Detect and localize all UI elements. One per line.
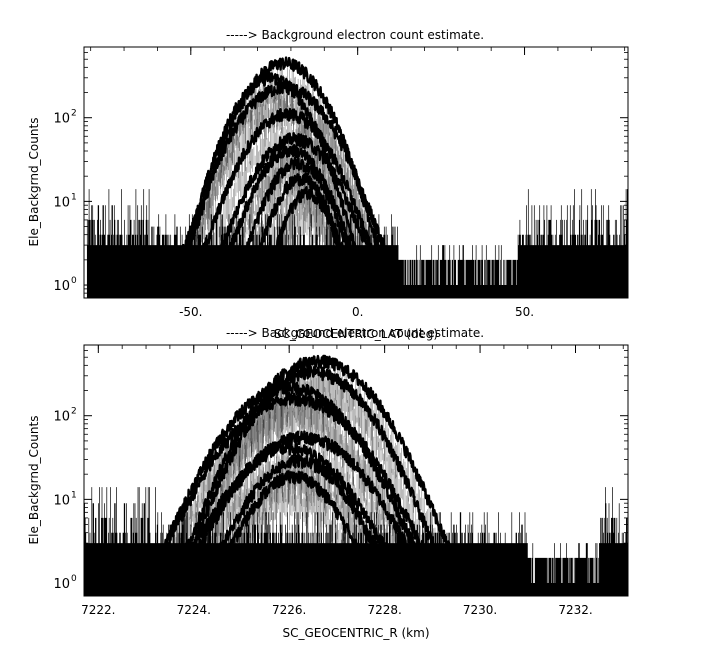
count-curve-scatter-8 bbox=[270, 192, 345, 273]
y-tick-label-exponent: 1 bbox=[71, 192, 77, 202]
count-curve-4 bbox=[213, 132, 376, 271]
plot-frame bbox=[83, 46, 629, 299]
x-tick-label: 7230. bbox=[463, 603, 497, 617]
chart-title: -----> Background electron count estimat… bbox=[226, 326, 484, 340]
chart-panel-radius: -----> Background electron count estimat… bbox=[27, 326, 629, 640]
count-curve-2 bbox=[154, 380, 424, 569]
x-tick-label: 7224. bbox=[177, 603, 211, 617]
chart-panel-latitude: -----> Background electron count estimat… bbox=[27, 28, 629, 341]
y-tick-label-exponent: 2 bbox=[71, 407, 77, 417]
x-axis-label: SC_GEOCENTRIC_R (km) bbox=[283, 626, 430, 640]
x-tick-label: 7232. bbox=[558, 603, 592, 617]
x-tick-label: -50. bbox=[179, 305, 202, 319]
x-tick-label: 7226. bbox=[272, 603, 306, 617]
y-axis-label: Ele_Backgrnd_Counts bbox=[27, 416, 41, 545]
chart-title: -----> Background electron count estimat… bbox=[226, 28, 484, 42]
count-curve-7 bbox=[221, 470, 367, 568]
x-tick-label: 0. bbox=[352, 305, 363, 319]
count-curve-2 bbox=[176, 81, 393, 266]
count-curve-7 bbox=[253, 172, 349, 267]
y-tick-label-exponent: 0 bbox=[71, 276, 77, 286]
count-curve-scatter-7 bbox=[222, 475, 366, 578]
y-tick-label-base: 10 bbox=[53, 577, 70, 592]
y-tick-label-exponent: 0 bbox=[71, 574, 77, 584]
y-tick-label-base: 10 bbox=[53, 112, 70, 127]
y-axis-label: Ele_Backgrnd_Counts bbox=[27, 118, 41, 247]
y-tick-label-base: 10 bbox=[53, 279, 70, 294]
y-tick-label-base: 10 bbox=[53, 493, 70, 508]
plot-area bbox=[86, 56, 628, 298]
count-curve-3 bbox=[154, 391, 434, 566]
x-axis: -50. 0. 50. bbox=[90, 47, 626, 319]
x-tick-label: 7228. bbox=[367, 603, 401, 617]
x-tick-label: 7222. bbox=[81, 603, 115, 617]
count-curve-5 bbox=[223, 144, 359, 267]
x-axis-label: SC_GEOCENTRIC_LAT (deg) bbox=[274, 327, 438, 341]
count-curve-6 bbox=[239, 156, 356, 269]
y-tick-label-base: 10 bbox=[53, 410, 70, 425]
y-tick-label-base: 10 bbox=[53, 195, 70, 210]
count-curve-5 bbox=[183, 441, 395, 568]
count-curve-0 bbox=[178, 354, 458, 568]
count-curve-8 bbox=[269, 186, 346, 269]
y-tick-label-exponent: 1 bbox=[71, 490, 77, 500]
count-curve-1 bbox=[183, 365, 443, 569]
plot-frame bbox=[83, 344, 629, 597]
x-tick-label: 50. bbox=[515, 305, 534, 319]
x-axis: 7222. 7224. 7226. 7228. 7230. 7232. bbox=[81, 345, 624, 617]
plot-area bbox=[84, 354, 628, 596]
y-tick-label-exponent: 2 bbox=[71, 109, 77, 119]
